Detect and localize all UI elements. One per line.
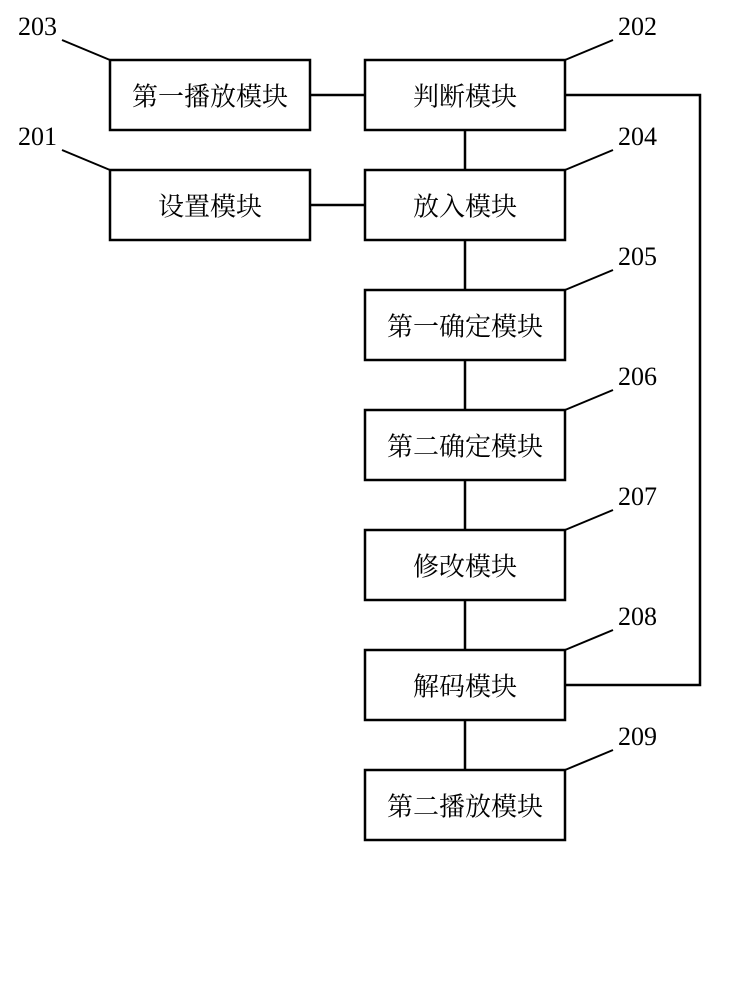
node-b205-leader <box>565 270 613 290</box>
node-b204-label: 放入模块 <box>413 187 517 224</box>
node-b208-label: 解码模块 <box>413 667 517 704</box>
node-b202: 判断模块 202 <box>365 12 657 130</box>
node-b204-leader <box>565 150 613 170</box>
node-b205: 第一确定模块 205 <box>365 242 657 360</box>
node-b208-number: 208 <box>618 602 657 631</box>
node-b206: 第二确定模块 206 <box>365 362 657 480</box>
node-b207-label: 修改模块 <box>413 547 517 584</box>
node-b208-leader <box>565 630 613 650</box>
node-b209: 第二播放模块 209 <box>365 722 657 840</box>
node-b204-number: 204 <box>618 122 657 151</box>
node-b206-leader <box>565 390 613 410</box>
node-b209-number: 209 <box>618 722 657 751</box>
node-b205-number: 205 <box>618 242 657 271</box>
node-b209-leader <box>565 750 613 770</box>
node-b203-number: 203 <box>18 12 57 41</box>
node-b206-number: 206 <box>618 362 657 391</box>
node-b203-label: 第一播放模块 <box>132 77 288 114</box>
node-b202-number: 202 <box>618 12 657 41</box>
node-b202-label: 判断模块 <box>413 77 517 114</box>
node-b208: 解码模块 208 <box>365 602 657 720</box>
node-b203: 第一播放模块 203 <box>18 12 310 130</box>
node-b201: 设置模块 201 <box>18 122 310 240</box>
node-b201-label: 设置模块 <box>158 187 262 224</box>
boxes: 设置模块201判断模块202第一播放模块203放入模块204第一确定模块205第… <box>18 12 657 840</box>
node-b204: 放入模块 204 <box>365 122 657 240</box>
node-b209-label: 第二播放模块 <box>387 787 543 824</box>
node-b201-number: 201 <box>18 122 57 151</box>
node-b202-leader <box>565 40 613 60</box>
node-b201-leader <box>62 150 110 170</box>
node-b205-label: 第一确定模块 <box>387 307 543 344</box>
node-b207: 修改模块 207 <box>365 482 657 600</box>
node-b203-leader <box>62 40 110 60</box>
node-b207-number: 207 <box>618 482 657 511</box>
node-b207-leader <box>565 510 613 530</box>
node-b206-label: 第二确定模块 <box>387 427 543 464</box>
